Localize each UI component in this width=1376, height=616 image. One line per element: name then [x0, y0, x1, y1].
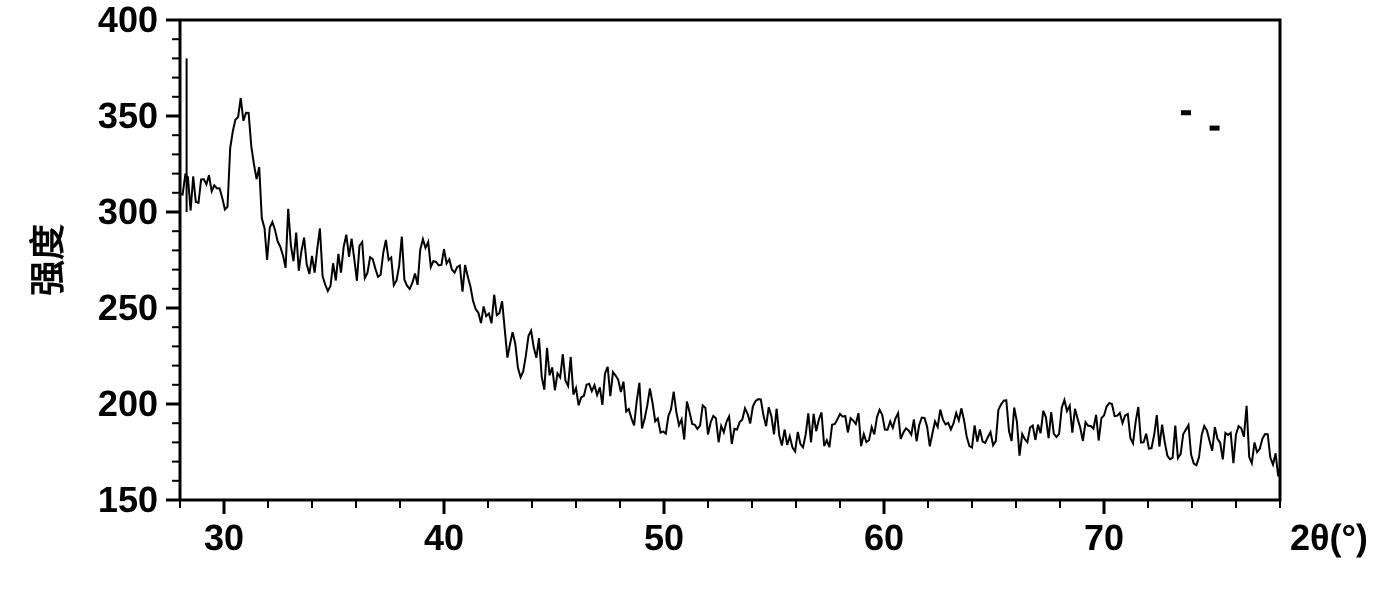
x-tick-label: 50	[644, 517, 684, 558]
y-tick-label: 250	[98, 287, 158, 328]
y-axis-label: 强度	[27, 224, 68, 296]
y-tick-label: 200	[98, 383, 158, 424]
xrd-chart: 30 40 50 60 70 150 200 250 300 350 400 强度 2θ(°)	[0, 0, 1376, 616]
artifact-mark	[1210, 126, 1220, 131]
y-tick-label: 300	[98, 191, 158, 232]
artifact-mark	[1181, 110, 1191, 115]
y-tick-label: 400	[98, 0, 158, 40]
y-tick-label: 150	[98, 479, 158, 520]
x-tick-label: 60	[864, 517, 904, 558]
x-tick-label: 70	[1084, 517, 1124, 558]
x-tick-label: 30	[204, 517, 244, 558]
y-tick-label: 350	[98, 95, 158, 136]
xrd-trace	[180, 98, 1278, 476]
x-tick-label: 40	[424, 517, 464, 558]
chart-svg: 30 40 50 60 70 150 200 250 300 350 400 强度 2θ(°)	[0, 0, 1376, 616]
x-axis-label: 2θ(°)	[1290, 517, 1368, 558]
